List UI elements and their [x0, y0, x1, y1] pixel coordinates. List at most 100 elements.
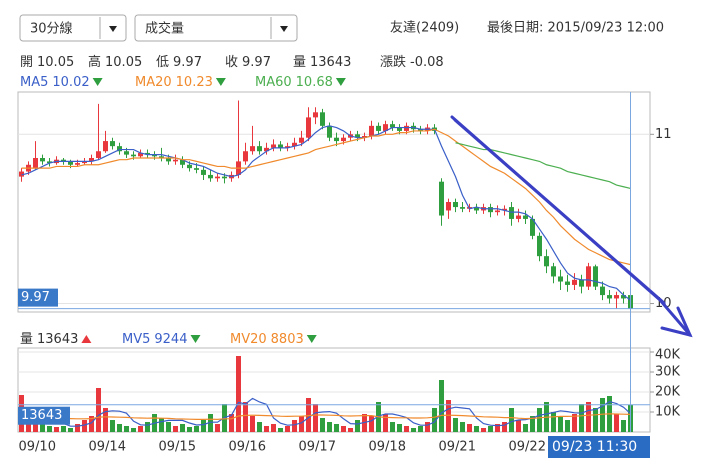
- volume-bar: [236, 356, 241, 432]
- volume-bar: [166, 422, 171, 432]
- info-open: 開 10.05: [20, 55, 74, 70]
- info-close: 收 9.97: [225, 55, 271, 70]
- info-value: 10.05: [37, 55, 74, 70]
- volume-bar: [509, 408, 514, 432]
- ma60-legend: MA60 10.68: [255, 75, 333, 90]
- volume-bar: [558, 416, 563, 432]
- volume-bar: [138, 426, 143, 432]
- volume-bar: [103, 408, 108, 432]
- volume-bar: [54, 427, 59, 432]
- info-high: 高 10.05: [88, 54, 142, 70]
- candle-body: [145, 152, 150, 155]
- volume-bar: [446, 400, 451, 432]
- dropdown-box[interactable]: [134, 14, 298, 42]
- last-volume-box: [18, 406, 70, 425]
- indicator-line: [455, 142, 631, 190]
- candle-body: [453, 202, 458, 208]
- y-tick-label: 11: [655, 127, 672, 142]
- volume-bar: [418, 426, 423, 432]
- volume-bar: [117, 424, 122, 432]
- legend-value: 8803: [271, 332, 304, 347]
- trend-triangle: [92, 78, 103, 86]
- candle-body: [558, 276, 563, 282]
- candle-body: [306, 117, 311, 138]
- cursor-box: [548, 436, 650, 458]
- candle-body: [201, 169, 206, 175]
- candle-body: [530, 218, 535, 236]
- volume-bar: [453, 418, 458, 432]
- candle-body: [537, 235, 542, 257]
- candle-body: [110, 141, 115, 147]
- volume-bar: [621, 420, 626, 432]
- volume-bar: [271, 424, 276, 432]
- legend-value: 9244: [154, 332, 187, 347]
- legend-value: 10.02: [52, 75, 89, 90]
- volume-bar: [432, 408, 437, 432]
- volume-bar: [565, 420, 570, 432]
- trend-triangle: [190, 335, 201, 343]
- volume-bar: [390, 422, 395, 432]
- volume-bar: [425, 422, 430, 432]
- volume-bar: [26, 420, 31, 432]
- legend-name: MV5: [122, 332, 150, 347]
- volume-bar: [579, 404, 584, 432]
- candle-body: [572, 279, 577, 285]
- volume-bar: [68, 428, 73, 432]
- volume-bar: [96, 388, 101, 432]
- volume-bar: [467, 424, 472, 432]
- candle-body: [257, 146, 262, 152]
- candle-body: [523, 215, 528, 219]
- arrow-stroke: [453, 118, 666, 305]
- y-tick-label: 10K: [655, 405, 681, 420]
- legend-value: 10.23: [176, 75, 213, 90]
- dropdown-arrow[interactable]: [280, 26, 288, 32]
- volume-bar: [495, 424, 500, 432]
- candle-body: [285, 146, 290, 148]
- dropdown-text[interactable]: 30分線: [30, 21, 73, 37]
- volume-bar: [208, 414, 213, 432]
- volume-bar: [159, 418, 164, 432]
- candle-body: [362, 136, 367, 138]
- x-tick-label: 09/14: [89, 440, 126, 455]
- ma20-legend: MA20 10.23: [135, 75, 213, 90]
- candle-body: [89, 158, 94, 162]
- last-price-label: 9.97: [21, 290, 50, 305]
- candle-body: [131, 154, 136, 157]
- cursor-label: 09/23 11:30: [552, 439, 637, 455]
- period-dropdown[interactable]: 30分線: [19, 14, 127, 42]
- candle-body: [82, 161, 87, 164]
- candle-body: [341, 137, 346, 142]
- volume-bar: [145, 422, 150, 432]
- candle-body: [551, 266, 556, 277]
- candle-body: [215, 176, 220, 179]
- candle-body: [19, 171, 24, 177]
- candle-body: [621, 295, 626, 299]
- dropdown-arrow[interactable]: [109, 26, 117, 32]
- volume-bar: [600, 398, 605, 432]
- info-value: 13643: [310, 55, 351, 70]
- candle-body: [166, 158, 171, 162]
- candle-body: [250, 146, 255, 152]
- volume-bar: [194, 426, 199, 432]
- x-tick-label: 09/21: [439, 440, 476, 455]
- candle-body: [194, 168, 199, 170]
- volume-bar: [572, 414, 577, 432]
- volume-bar: [530, 416, 535, 432]
- candle-body: [243, 151, 248, 162]
- volume-bar: [47, 426, 52, 432]
- info-low: 低 9.97: [156, 55, 202, 70]
- volume-bar: [488, 426, 493, 432]
- candle-body: [33, 158, 38, 169]
- info-label: 量: [293, 55, 306, 70]
- volume-bar: [264, 426, 269, 432]
- candle-body: [586, 266, 591, 287]
- x-tick-label: 09/18: [369, 440, 406, 455]
- volume-bar: [278, 428, 283, 432]
- x-tick-label: 09/16: [229, 440, 266, 455]
- arrow-head: [660, 306, 693, 338]
- volume-bar: [110, 420, 115, 432]
- info-label: 開: [20, 55, 33, 70]
- indicator-dropdown[interactable]: 成交量: [134, 14, 298, 42]
- dropdown-text[interactable]: 成交量: [145, 21, 184, 37]
